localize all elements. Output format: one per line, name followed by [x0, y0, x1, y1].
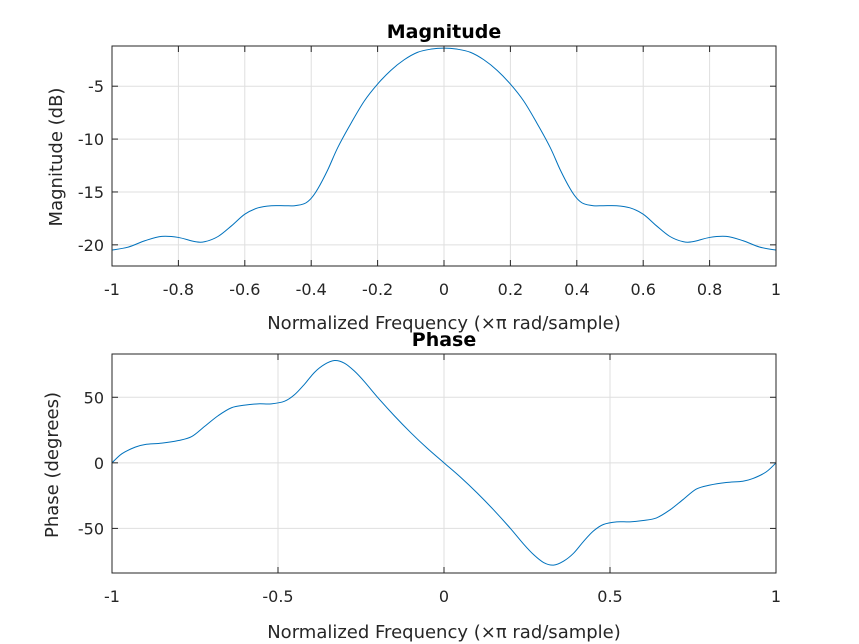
phase-x-tick-label: -0.5 [262, 587, 293, 606]
phase-series-line [111, 360, 777, 566]
magnitude-x-tick-label: -0.8 [163, 280, 194, 299]
magnitude-y-axis-label: Magnitude (dB) [46, 88, 67, 227]
phase-x-tick-label: -1 [104, 587, 120, 606]
magnitude-x-tick-label: -0.6 [229, 280, 260, 299]
magnitude-x-tick-label: 1 [771, 280, 781, 299]
magnitude-x-tick-label: 0.2 [498, 280, 523, 299]
magnitude-x-axis-label: Normalized Frequency (×π rad/sample) [267, 313, 621, 334]
magnitude-y-tick-label: -15 [78, 183, 104, 202]
magnitude-x-tick-label: -0.2 [362, 280, 393, 299]
magnitude-x-tick-label: 0 [439, 280, 449, 299]
magnitude-x-tick-label: 0.6 [630, 280, 655, 299]
phase-y-axis-label: Phase (degrees) [42, 392, 63, 538]
magnitude-x-tick-label: -1 [104, 280, 120, 299]
magnitude-y-tick-label: -20 [78, 236, 104, 255]
phase-y-tick-label: 50 [84, 388, 104, 407]
magnitude-title: Magnitude [387, 21, 501, 43]
phase-title: Phase [412, 329, 476, 351]
magnitude-axes: Magnitude Normalized Frequency (×π rad/s… [46, 21, 781, 334]
phase-x-tick-label: 1 [771, 587, 781, 606]
magnitude-x-tick-label: 0.4 [564, 280, 589, 299]
magnitude-x-tick-label: 0.8 [697, 280, 722, 299]
phase-y-tick-label: 0 [94, 454, 104, 473]
phase-x-axis-label: Normalized Frequency (×π rad/sample) [267, 622, 621, 643]
phase-x-tick-label: 0 [439, 587, 449, 606]
magnitude-y-tick-label: -5 [88, 77, 104, 96]
phase-x-tick-label: 0.5 [597, 587, 622, 606]
phase-axes: Phase Normalized Frequency (×π rad/sampl… [42, 329, 781, 643]
magnitude-x-tick-label: -0.4 [296, 280, 327, 299]
magnitude-y-tick-label: -10 [78, 130, 104, 149]
phase-y-tick-label: -50 [78, 519, 104, 538]
